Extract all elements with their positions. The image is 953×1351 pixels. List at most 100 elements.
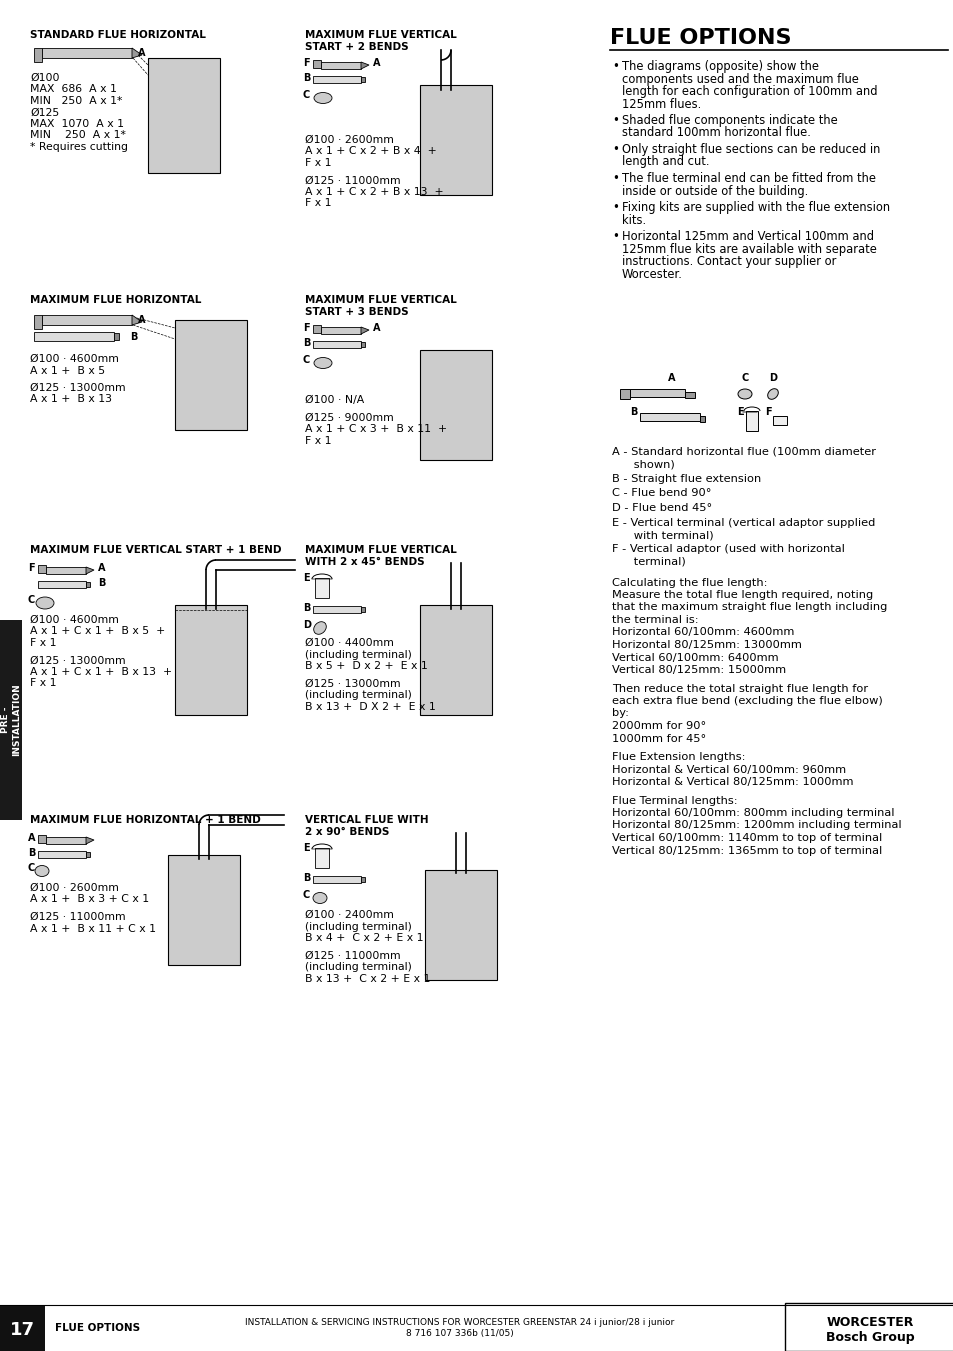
Text: Ø100 · N/A: Ø100 · N/A	[305, 394, 364, 405]
Text: B: B	[303, 873, 310, 884]
Text: B: B	[303, 338, 310, 349]
Text: FLUE OPTIONS: FLUE OPTIONS	[55, 1323, 140, 1333]
Text: instructions. Contact your supplier or: instructions. Contact your supplier or	[621, 255, 836, 267]
Text: •: •	[612, 59, 618, 73]
Text: by:: by:	[612, 708, 628, 719]
Bar	[360, 342, 365, 347]
Bar	[629, 389, 684, 397]
Text: Ø125 · 13000mm: Ø125 · 13000mm	[30, 655, 126, 666]
Text: each extra flue bend (excluding the flue elbow): each extra flue bend (excluding the flue…	[612, 696, 882, 707]
Text: C: C	[303, 355, 310, 365]
Text: terminal): terminal)	[612, 557, 685, 567]
Polygon shape	[132, 49, 142, 58]
Text: MAXIMUM FLUE VERTICAL START + 1 BEND: MAXIMUM FLUE VERTICAL START + 1 BEND	[30, 544, 281, 555]
Ellipse shape	[35, 866, 49, 877]
Bar	[42, 315, 132, 326]
Bar	[0, 620, 22, 820]
Text: WORCESTER
Bosch Group: WORCESTER Bosch Group	[825, 1316, 913, 1344]
Bar	[34, 315, 42, 330]
Bar	[313, 875, 360, 884]
Text: B: B	[28, 848, 35, 858]
Text: B: B	[130, 332, 137, 342]
Ellipse shape	[36, 597, 54, 609]
Text: A x 1 +  B x 13: A x 1 + B x 13	[30, 394, 112, 404]
Text: E: E	[303, 573, 310, 584]
Text: B: B	[303, 73, 310, 82]
Text: A: A	[98, 563, 106, 573]
Text: Vertical 60/100mm: 1140mm to top of terminal: Vertical 60/100mm: 1140mm to top of term…	[612, 834, 882, 843]
Text: Ø125 · 11000mm: Ø125 · 11000mm	[305, 176, 400, 185]
Text: MAXIMUM FLUE HORIZONTAL + 1 BEND: MAXIMUM FLUE HORIZONTAL + 1 BEND	[30, 815, 260, 825]
Text: Vertical 60/100mm: 6400mm: Vertical 60/100mm: 6400mm	[612, 653, 778, 662]
Text: START + 2 BENDS: START + 2 BENDS	[305, 42, 408, 51]
Text: Ø100 · 2600mm: Ø100 · 2600mm	[30, 884, 119, 893]
Text: MAXIMUM FLUE VERTICAL: MAXIMUM FLUE VERTICAL	[305, 295, 456, 305]
Text: 2000mm for 90°: 2000mm for 90°	[612, 721, 705, 731]
Text: length and cut.: length and cut.	[621, 155, 709, 169]
Text: that the maximum straight flue length including: that the maximum straight flue length in…	[612, 603, 886, 612]
Bar	[419, 605, 492, 715]
Text: B x 13 +  D X 2 +  E x 1: B x 13 + D X 2 + E x 1	[305, 701, 436, 712]
Bar	[38, 565, 46, 573]
Text: FLUE OPTIONS: FLUE OPTIONS	[609, 28, 791, 49]
Bar	[174, 605, 247, 715]
Text: B: B	[630, 407, 638, 417]
Text: C: C	[28, 594, 35, 605]
Text: Ø125 · 11000mm: Ø125 · 11000mm	[305, 951, 400, 961]
Text: F - Vertical adaptor (used with horizontal: F - Vertical adaptor (used with horizont…	[612, 544, 844, 554]
Text: Flue Extension lengths:: Flue Extension lengths:	[612, 753, 744, 762]
Text: The flue terminal end can be fitted from the: The flue terminal end can be fitted from…	[621, 172, 875, 185]
Text: WITH 2 x 45° BENDS: WITH 2 x 45° BENDS	[305, 557, 424, 567]
Bar	[313, 326, 320, 332]
Text: MAX  1070  A x 1: MAX 1070 A x 1	[30, 119, 124, 128]
Bar	[38, 851, 86, 858]
Text: (including terminal): (including terminal)	[305, 650, 412, 659]
Text: 125mm flues.: 125mm flues.	[621, 97, 700, 111]
Text: F x 1: F x 1	[30, 638, 56, 648]
Ellipse shape	[314, 92, 332, 104]
Text: A x 1 +  B x 5: A x 1 + B x 5	[30, 366, 105, 376]
Text: F x 1: F x 1	[305, 199, 331, 208]
Bar	[784, 1302, 953, 1351]
Text: Then reduce the total straight flue length for: Then reduce the total straight flue leng…	[612, 684, 867, 693]
Text: F x 1: F x 1	[305, 435, 331, 446]
Text: •: •	[612, 172, 618, 185]
Text: A x 1 +  B x 11 + C x 1: A x 1 + B x 11 + C x 1	[30, 924, 156, 934]
Text: MAXIMUM FLUE VERTICAL: MAXIMUM FLUE VERTICAL	[305, 544, 456, 555]
Text: F: F	[28, 563, 34, 573]
Text: F x 1: F x 1	[30, 678, 56, 689]
Text: D: D	[303, 620, 311, 630]
Text: •: •	[612, 113, 618, 127]
Text: Ø125: Ø125	[30, 108, 59, 118]
Bar	[320, 62, 360, 69]
Polygon shape	[360, 327, 369, 334]
Text: Horizontal 60/100mm: 4600mm: Horizontal 60/100mm: 4600mm	[612, 627, 794, 638]
Text: kits.: kits.	[621, 213, 645, 227]
Bar	[313, 607, 360, 613]
Bar	[360, 77, 365, 82]
Text: E: E	[303, 843, 310, 852]
Bar	[34, 332, 113, 340]
Text: 17: 17	[10, 1321, 34, 1339]
Text: •: •	[612, 201, 618, 213]
Bar	[314, 848, 329, 867]
Bar	[360, 607, 365, 612]
Text: inside or outside of the building.: inside or outside of the building.	[621, 185, 807, 197]
Text: Calculating the flue length:: Calculating the flue length:	[612, 577, 767, 588]
Text: MAX  686  A x 1: MAX 686 A x 1	[30, 85, 117, 95]
Text: A: A	[373, 323, 380, 332]
Text: A x 1 + C x 3 +  B x 11  +: A x 1 + C x 3 + B x 11 +	[305, 424, 447, 434]
Text: Horizontal & Vertical 60/100mm: 960mm: Horizontal & Vertical 60/100mm: 960mm	[612, 765, 845, 774]
Text: Horizontal 125mm and Vertical 100mm and: Horizontal 125mm and Vertical 100mm and	[621, 230, 873, 243]
Bar	[745, 411, 758, 431]
Text: A - Standard horizontal flue (100mm diameter: A - Standard horizontal flue (100mm diam…	[612, 447, 875, 457]
Bar	[148, 58, 220, 173]
Text: MIN   250  A x 1*: MIN 250 A x 1*	[30, 96, 122, 105]
Text: B x 4 +  C x 2 + E x 1: B x 4 + C x 2 + E x 1	[305, 934, 423, 943]
Text: shown): shown)	[612, 459, 674, 470]
Text: A: A	[138, 49, 146, 58]
Text: 2 x 90° BENDS: 2 x 90° BENDS	[305, 827, 389, 838]
Bar	[34, 49, 42, 62]
Text: A x 1 + C x 2 + B x 13  +: A x 1 + C x 2 + B x 13 +	[305, 186, 443, 197]
Text: F x 1: F x 1	[305, 158, 331, 168]
